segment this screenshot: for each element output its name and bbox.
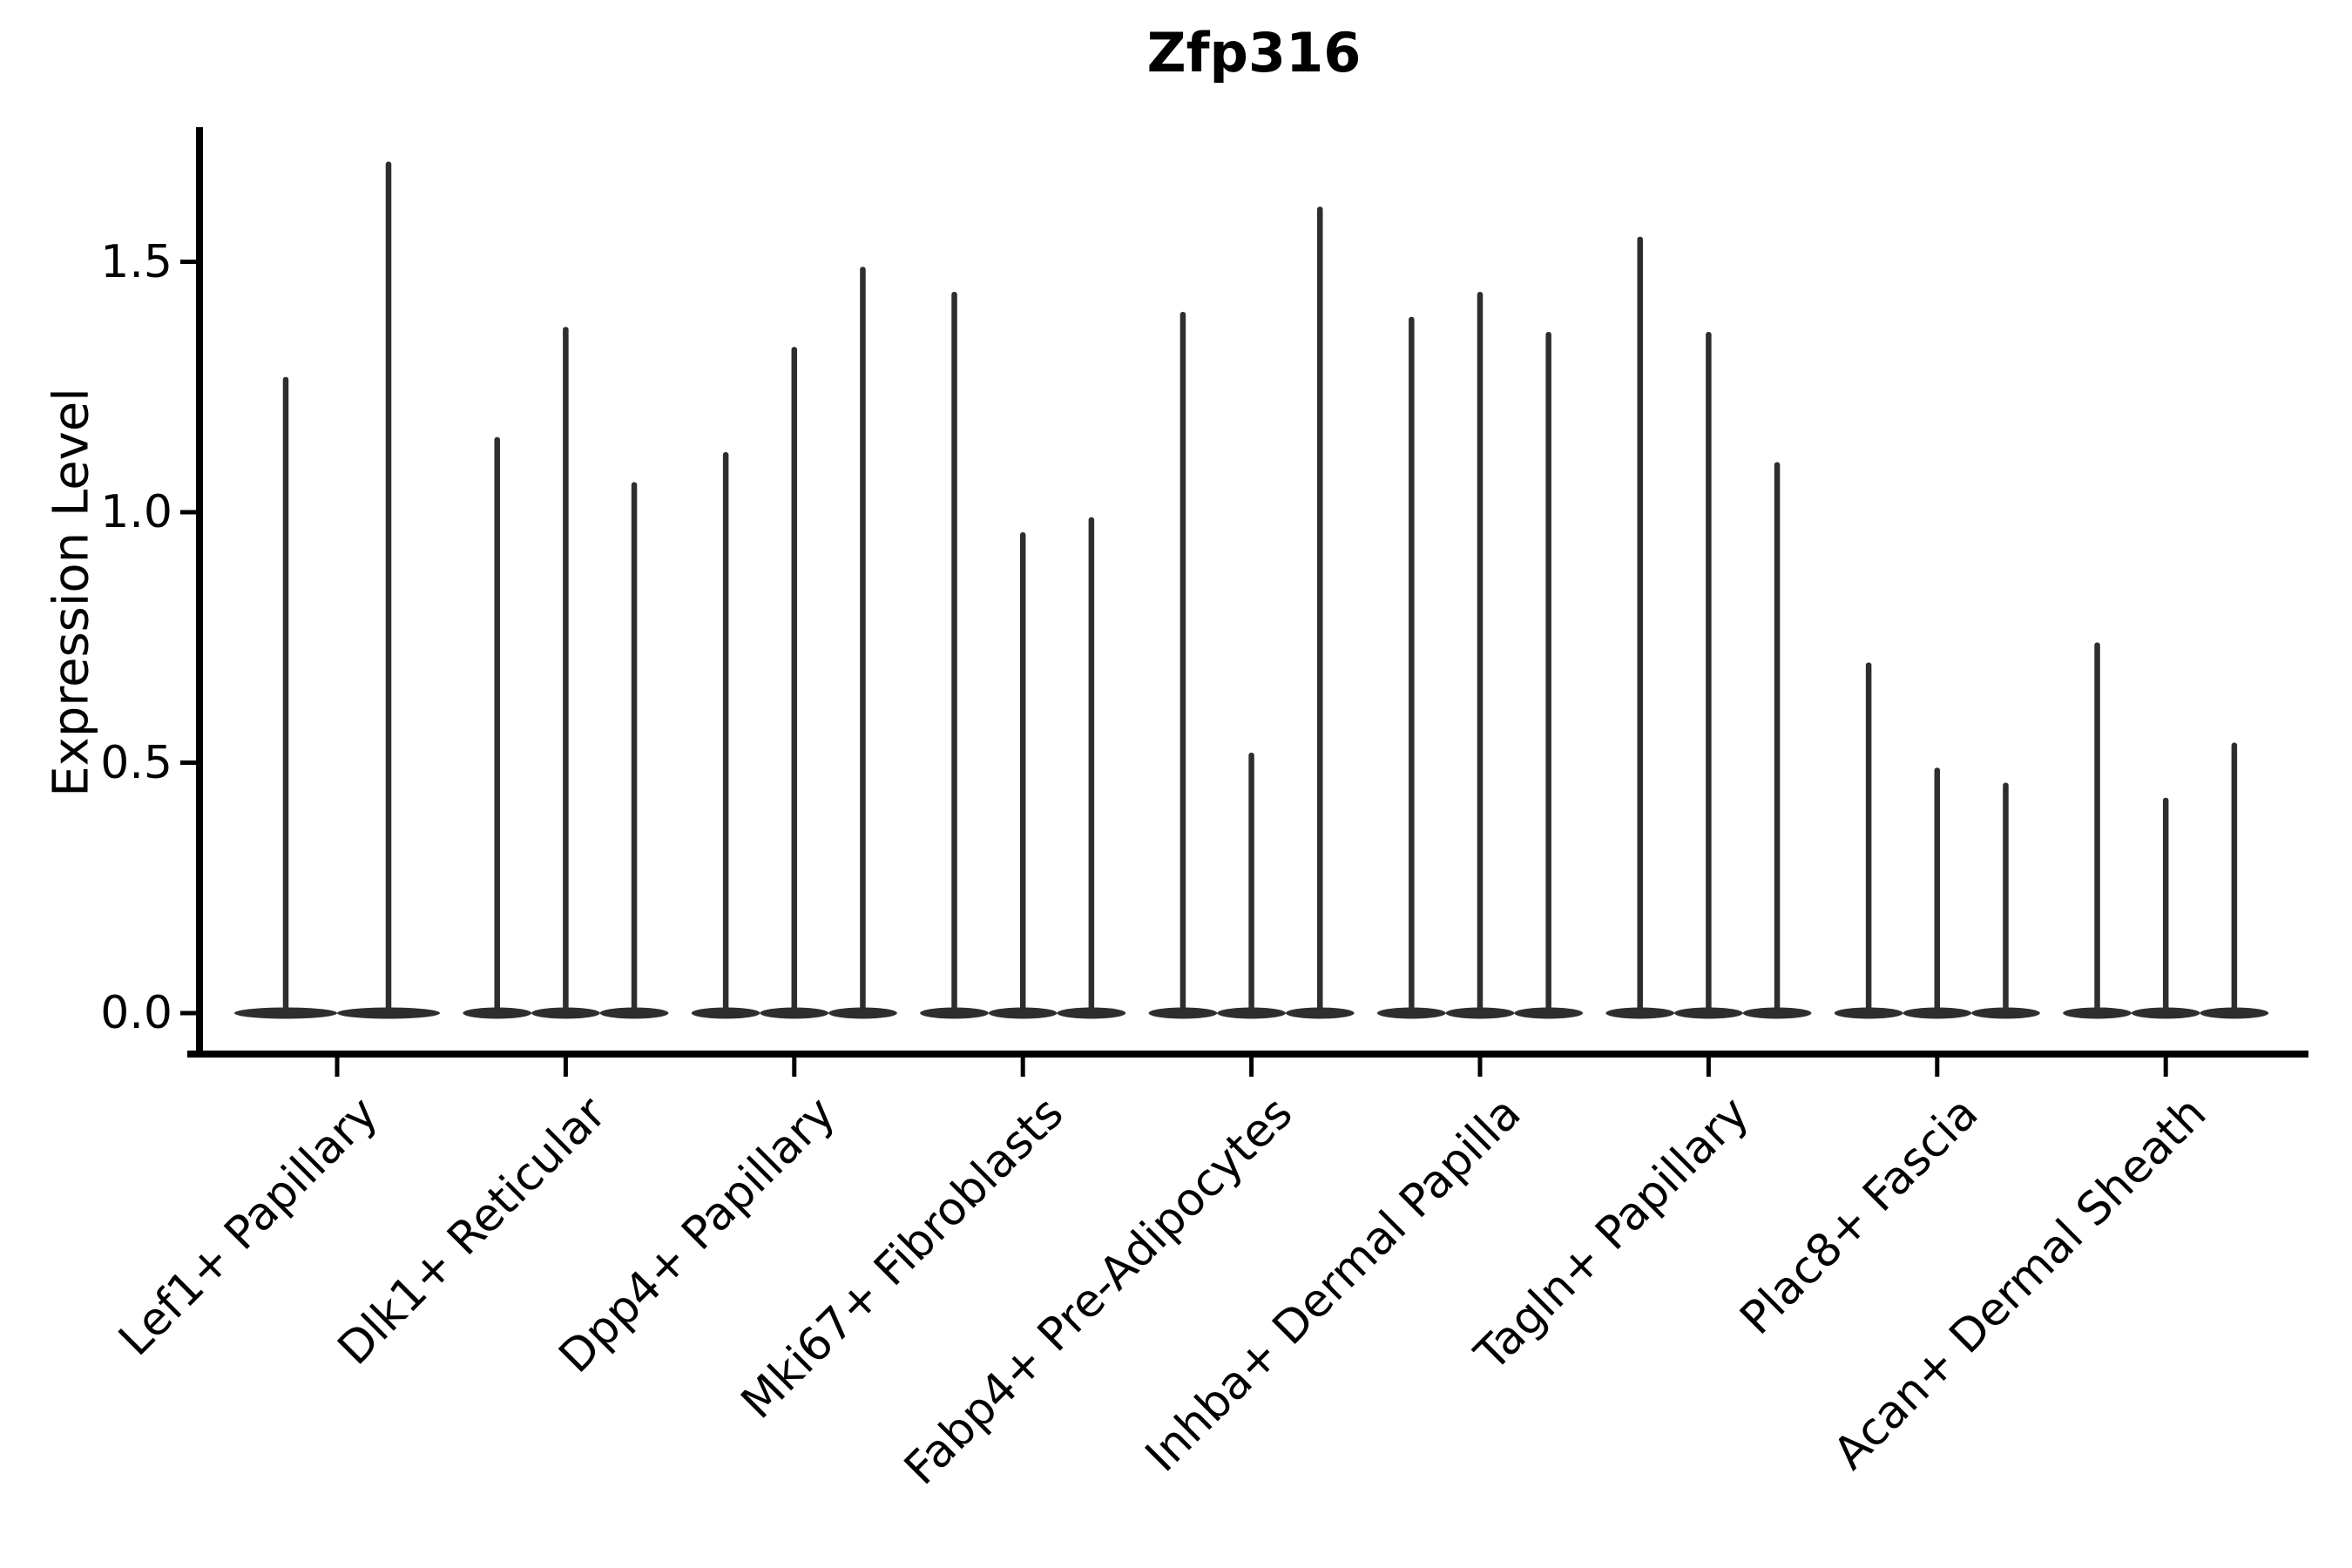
violin-spike: [1019, 532, 1026, 1016]
violin-body: [2063, 1007, 2132, 1019]
violin-spike: [282, 376, 289, 1016]
violin-spike: [1477, 292, 1484, 1016]
violin-body: [1057, 1007, 1126, 1019]
violin-group: [1834, 662, 2040, 1019]
violin-body: [1445, 1007, 1515, 1019]
x-tick: [1935, 1058, 1940, 1077]
y-tick: [180, 260, 196, 264]
violin-spike: [1637, 236, 1643, 1016]
violin-body: [988, 1007, 1058, 1019]
y-tick-label: 1.0: [100, 486, 172, 538]
violin-body: [1971, 1007, 2040, 1019]
violin-spike: [791, 347, 798, 1016]
violin-body: [337, 1007, 440, 1019]
y-tick: [180, 510, 196, 515]
violin-spike: [2003, 782, 2009, 1016]
x-tick: [1706, 1058, 1711, 1077]
violin-spike: [1545, 332, 1551, 1016]
violin-body: [2131, 1007, 2200, 1019]
violin-body: [1903, 1007, 1972, 1019]
violin-spike: [2094, 642, 2100, 1016]
violin-body: [1742, 1007, 1812, 1019]
y-tick: [180, 760, 196, 765]
violin-group: [1148, 206, 1355, 1019]
violin-spike: [2231, 742, 2238, 1016]
y-axis-spine: [196, 127, 203, 1058]
x-tick: [335, 1058, 340, 1077]
violin-spike: [1179, 312, 1186, 1016]
violin-body: [1605, 1007, 1675, 1019]
violin-group: [234, 161, 440, 1019]
violin-spike: [1248, 753, 1254, 1016]
violin-body: [1514, 1007, 1583, 1019]
violin-group: [691, 267, 897, 1019]
violin-group: [1377, 292, 1583, 1019]
violin-spike: [1934, 767, 1941, 1016]
violin-group: [1605, 236, 1812, 1019]
violin-body: [531, 1007, 600, 1019]
violin-group: [463, 327, 669, 1019]
x-tick: [1477, 1058, 1483, 1077]
violin-group: [2063, 642, 2269, 1019]
violin-body: [1217, 1007, 1286, 1019]
violin-body: [920, 1007, 989, 1019]
violin-body: [599, 1007, 669, 1019]
y-tick: [180, 1010, 196, 1016]
x-axis-spine: [187, 1051, 2308, 1058]
violin-spike: [951, 292, 957, 1016]
x-tick: [1020, 1058, 1025, 1077]
violin-spike: [385, 161, 392, 1016]
violin-spike: [1706, 332, 1712, 1016]
violin-body: [828, 1007, 897, 1019]
violin-body: [1674, 1007, 1743, 1019]
violin-body: [1285, 1007, 1355, 1019]
violin-body: [1834, 1007, 1903, 1019]
violin-spike: [631, 482, 638, 1016]
violin-spike: [860, 267, 866, 1016]
violin-body: [1148, 1007, 1218, 1019]
x-tick: [563, 1058, 568, 1077]
violin-spike: [563, 327, 569, 1016]
x-tick: [2163, 1058, 2168, 1077]
violin-body: [2200, 1007, 2269, 1019]
violin-spike: [2162, 797, 2169, 1016]
violin-spike: [722, 452, 729, 1016]
violin-spike: [1774, 462, 1781, 1016]
y-tick-label: 0.0: [100, 987, 172, 1039]
violin-spike: [1865, 662, 1872, 1016]
violin-spike: [494, 436, 500, 1016]
violin-spike: [1409, 316, 1415, 1016]
violin-spike: [1088, 517, 1095, 1016]
chart-title: Zfp316: [1146, 21, 1362, 84]
violin-body: [234, 1007, 337, 1019]
x-tick: [792, 1058, 797, 1077]
x-tick: [1249, 1058, 1254, 1077]
violin-body: [463, 1007, 532, 1019]
violin-body: [1377, 1007, 1446, 1019]
violin-body: [691, 1007, 760, 1019]
y-tick-label: 0.5: [100, 736, 172, 789]
y-tick-label: 1.5: [100, 235, 172, 288]
violin-body: [760, 1007, 829, 1019]
violin-spike: [1317, 206, 1323, 1016]
violin-group: [920, 292, 1126, 1019]
